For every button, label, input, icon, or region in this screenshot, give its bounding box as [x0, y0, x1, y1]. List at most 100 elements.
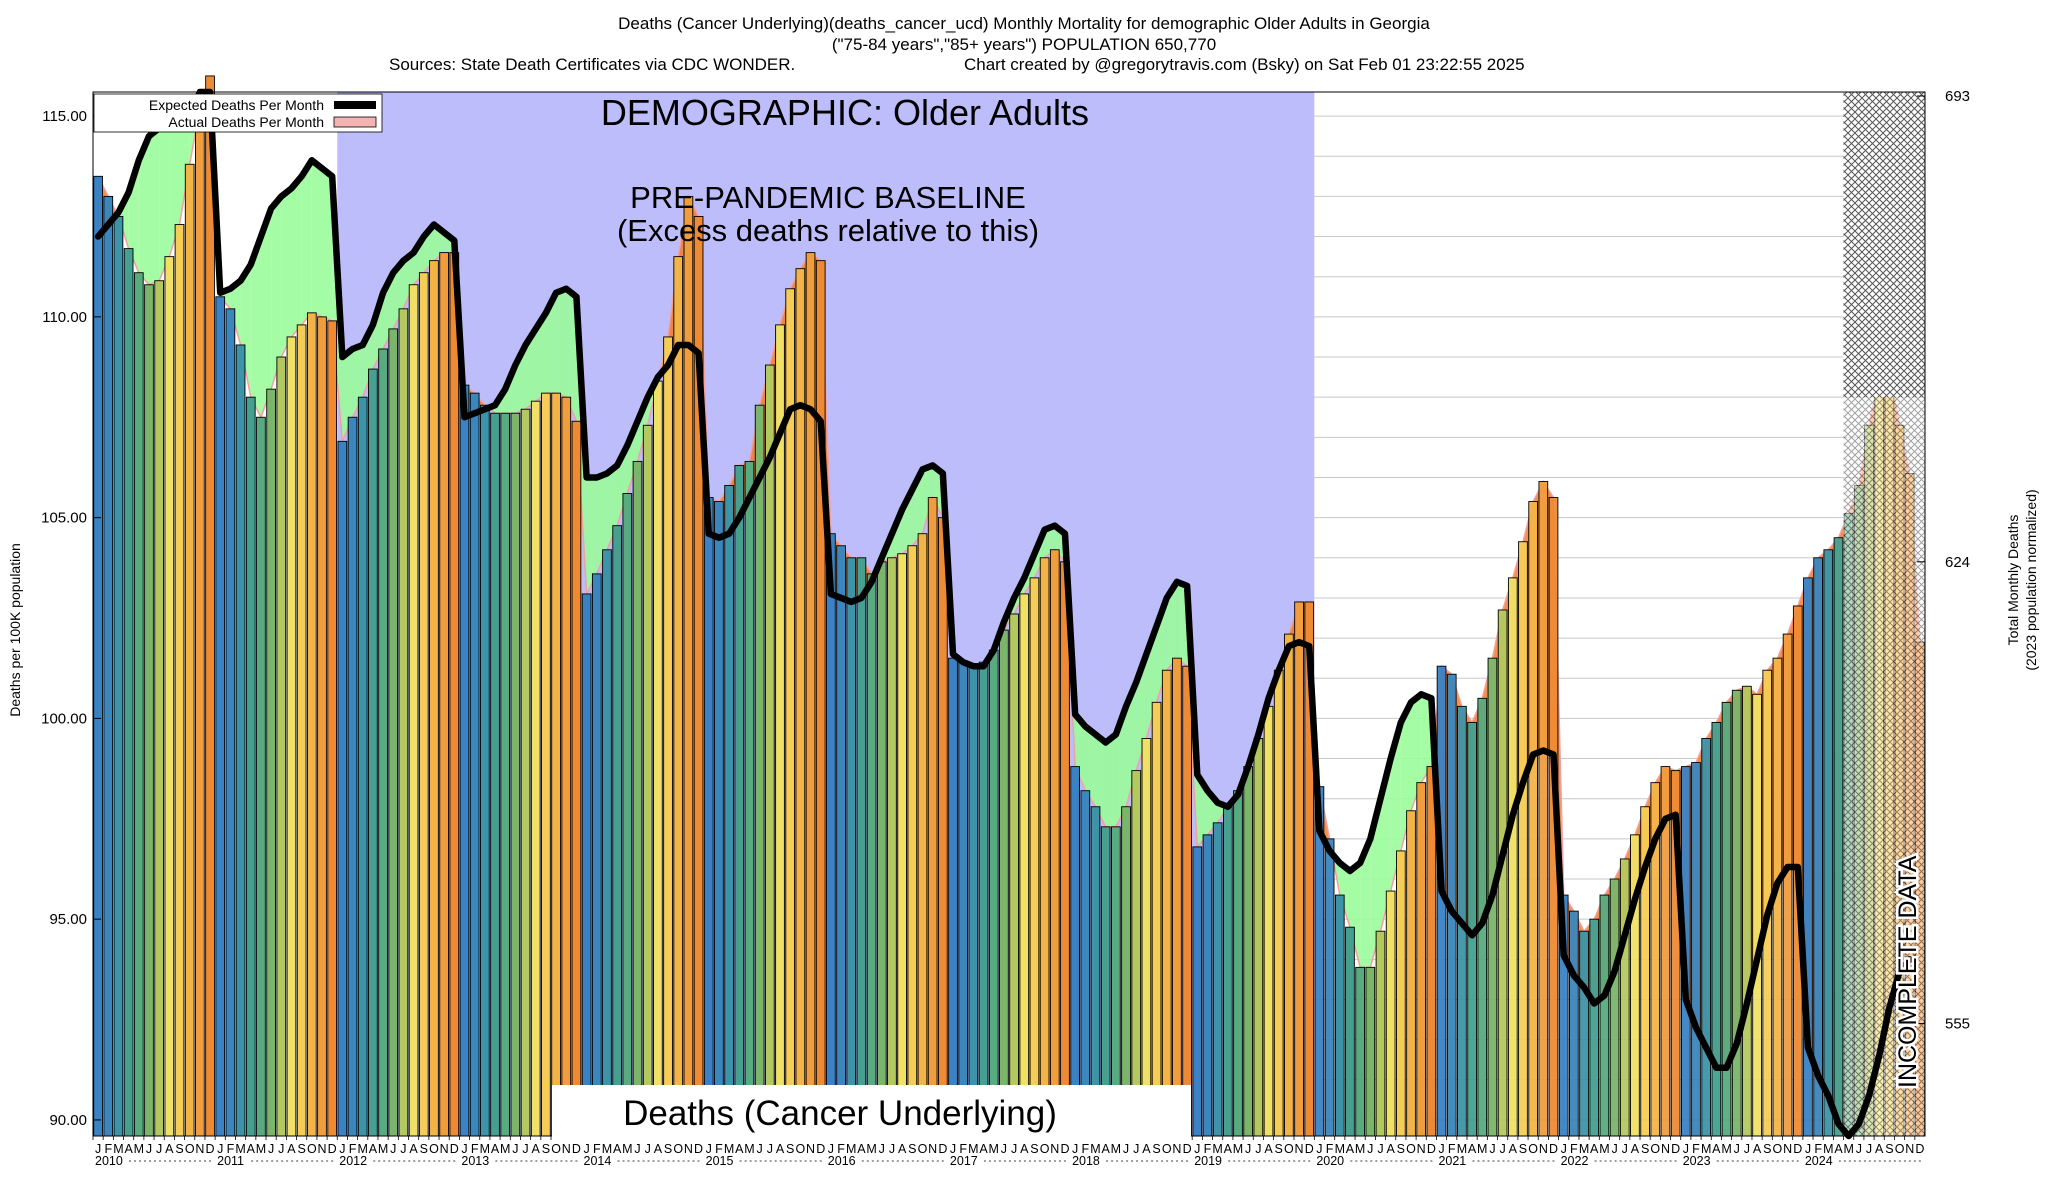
bar: [337, 440, 348, 1137]
month-tick-label: J: [339, 1142, 345, 1156]
bar: [968, 665, 979, 1137]
bar: [113, 216, 124, 1137]
month-tick-label: J: [1367, 1142, 1373, 1156]
bar: [1569, 910, 1579, 1137]
bar: [510, 412, 521, 1137]
bar: [1019, 593, 1030, 1137]
y2-axis-sublabel: (2023 population normalized): [2023, 489, 2039, 670]
month-tick-label: O: [185, 1142, 195, 1156]
month-tick-label: S: [1030, 1142, 1038, 1156]
bar: [1029, 577, 1040, 1137]
month-tick-label: M: [866, 1142, 876, 1156]
month-tick-label: D: [816, 1142, 825, 1156]
bar: [1782, 633, 1793, 1137]
bar: [398, 308, 409, 1137]
bar: [347, 416, 358, 1137]
month-tick-label: A: [1224, 1142, 1233, 1156]
bar: [642, 424, 653, 1137]
month-tick-label: J: [1866, 1142, 1872, 1156]
deficit-area: [1421, 694, 1432, 783]
bar: [1324, 838, 1335, 1137]
y-axis-label: Deaths per 100K population: [7, 543, 23, 717]
month-tick-label: J: [889, 1142, 895, 1156]
month-tick-label: S: [1763, 1142, 1771, 1156]
deficit-area: [1339, 862, 1350, 928]
month-tick-label: N: [1905, 1142, 1914, 1156]
bar: [1080, 790, 1091, 1137]
month-tick-label: A: [532, 1142, 541, 1156]
bar: [276, 356, 287, 1137]
month-tick-label: M: [1823, 1142, 1833, 1156]
month-tick-label: A: [1590, 1142, 1599, 1156]
bar: [764, 364, 775, 1137]
month-tick-label: O: [1895, 1142, 1905, 1156]
month-tick-label: A: [1753, 1142, 1762, 1156]
year-label: 2011: [217, 1154, 244, 1168]
month-tick-label: N: [1783, 1142, 1792, 1156]
bar: [1609, 878, 1620, 1137]
month-tick-label: M: [1233, 1142, 1243, 1156]
bar: [653, 380, 663, 1137]
deficit-area: [525, 328, 536, 410]
year-label: 2024: [1805, 1154, 1833, 1168]
month-tick-label: D: [206, 1142, 215, 1156]
month-tick-label: A: [1712, 1142, 1721, 1156]
deficit-area: [1390, 722, 1401, 892]
month-tick-label: J: [461, 1142, 467, 1156]
bar: [591, 573, 602, 1137]
y2-tick-label: 693: [1945, 88, 1970, 105]
month-tick-label: A: [776, 1142, 785, 1156]
month-tick-label: A: [409, 1142, 418, 1156]
month-tick-label: N: [1172, 1142, 1181, 1156]
deficit-area: [291, 176, 302, 337]
bar: [1202, 834, 1213, 1137]
bar: [958, 661, 969, 1137]
month-tick-label: A: [247, 1142, 256, 1156]
month-tick-label: S: [1397, 1142, 1405, 1156]
deficit-area: [311, 160, 322, 317]
month-tick-label: M: [1355, 1142, 1365, 1156]
month-tick-label: D: [1305, 1142, 1314, 1156]
bar: [1049, 549, 1060, 1137]
month-tick-label: J: [1734, 1142, 1740, 1156]
month-tick-label: J: [767, 1142, 773, 1156]
month-tick-label: N: [440, 1142, 449, 1156]
bar: [612, 525, 622, 1137]
month-tick-label: M: [1111, 1142, 1121, 1156]
month-tick-label: O: [673, 1142, 683, 1156]
month-tick-label: F: [1692, 1142, 1700, 1156]
bar: [195, 107, 205, 1137]
month-tick-label: M: [378, 1142, 388, 1156]
bar: [1742, 685, 1752, 1137]
month-tick-label: M: [968, 1142, 978, 1156]
bar: [1161, 669, 1172, 1137]
deficit-area: [271, 196, 282, 390]
month-tick-label: J: [1011, 1142, 1017, 1156]
bar: [622, 493, 633, 1137]
deficit-area: [260, 208, 272, 418]
bar: [418, 272, 429, 1137]
month-tick-label: M: [500, 1142, 510, 1156]
month-tick-label: F: [1814, 1142, 1822, 1156]
bar: [856, 557, 867, 1137]
y-tick-label: 110.00: [42, 309, 87, 326]
incomplete-hatch-top: [1843, 92, 1925, 398]
bar: [673, 256, 684, 1137]
month-tick-label: J: [95, 1142, 101, 1156]
legend-expected-label: Expected Deaths Per Month: [149, 97, 324, 113]
month-tick-label: N: [317, 1142, 326, 1156]
baseline-annotation-line1: PRE-PANDEMIC BASELINE: [630, 180, 1026, 215]
month-tick-label: N: [806, 1142, 815, 1156]
bar: [520, 408, 531, 1137]
bar: [1579, 930, 1589, 1137]
bar: [256, 416, 266, 1137]
axis-labels: 90.00 95.00 100.00 105.00 110.00 115.00 555 624…: [41, 88, 1970, 1168]
month-tick-label: A: [1834, 1142, 1843, 1156]
bar: [1060, 561, 1070, 1137]
month-tick-label: J: [1438, 1142, 1444, 1156]
deficit-area: [240, 264, 251, 398]
month-tick-label: M: [480, 1142, 490, 1156]
month-tick-label: S: [297, 1142, 305, 1156]
month-tick-label: M: [1701, 1142, 1711, 1156]
month-tick-label: F: [1326, 1142, 1334, 1156]
